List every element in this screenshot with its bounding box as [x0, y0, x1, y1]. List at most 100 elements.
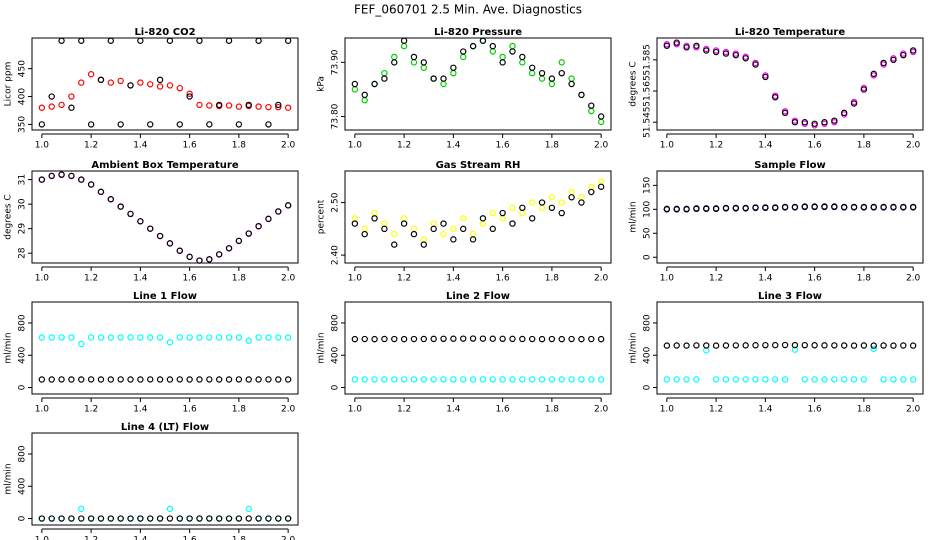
point	[870, 345, 877, 353]
point	[860, 376, 868, 383]
point	[772, 341, 779, 349]
point	[548, 335, 556, 343]
point	[430, 225, 437, 233]
point	[284, 104, 292, 111]
point	[215, 101, 223, 109]
point	[410, 59, 418, 66]
point	[97, 376, 105, 383]
point	[58, 376, 65, 383]
point	[48, 172, 55, 180]
point	[410, 225, 418, 233]
point	[499, 53, 506, 61]
y-tick-label: 31	[18, 174, 28, 185]
point	[284, 37, 292, 44]
point	[166, 505, 174, 513]
point	[663, 205, 671, 213]
point	[509, 42, 516, 50]
point	[732, 51, 740, 59]
point	[663, 42, 671, 49]
point	[284, 376, 292, 383]
point	[48, 334, 55, 341]
point	[663, 342, 671, 349]
point	[890, 56, 897, 64]
point	[870, 70, 877, 78]
x-tick-label: 1.6	[807, 141, 822, 151]
x-tick-label: 1.0	[660, 141, 675, 151]
point	[225, 37, 233, 44]
point	[117, 203, 124, 210]
y-tick-label: 2.50	[331, 192, 341, 212]
point	[176, 515, 183, 522]
point	[48, 376, 55, 383]
point	[821, 342, 828, 349]
point	[117, 515, 124, 522]
point	[284, 515, 292, 522]
point	[117, 77, 124, 85]
point	[371, 80, 378, 88]
point	[400, 376, 408, 383]
x-tick-label: 1.0	[348, 141, 363, 151]
x-tick-label: 1.0	[660, 405, 675, 415]
point	[568, 335, 575, 343]
point	[558, 209, 565, 217]
x-tick-label: 1.8	[545, 141, 560, 151]
point	[568, 194, 575, 201]
x-tick-label: 1.4	[133, 141, 148, 151]
point	[578, 335, 585, 343]
point	[275, 103, 282, 111]
point	[400, 42, 408, 50]
point	[460, 215, 467, 222]
y-tick-label: 100	[643, 200, 653, 217]
point	[235, 103, 243, 110]
point	[420, 64, 428, 71]
point	[137, 79, 144, 86]
point	[489, 376, 496, 383]
y-tick-label: 0	[643, 254, 653, 260]
x-tick-label: 1.0	[348, 274, 363, 284]
point	[68, 515, 75, 522]
point	[469, 230, 477, 238]
x-tick-label: 1.0	[35, 274, 50, 284]
point	[752, 204, 759, 212]
point	[519, 335, 526, 343]
point	[831, 342, 838, 349]
point	[186, 515, 193, 522]
y-tick-label: 400	[643, 346, 653, 363]
point	[909, 203, 917, 211]
point	[538, 204, 546, 211]
point	[558, 69, 565, 77]
point	[578, 376, 585, 383]
point	[732, 376, 740, 383]
y-tick-label: 0	[643, 384, 653, 390]
point	[196, 257, 203, 264]
point	[245, 230, 252, 237]
point	[538, 199, 546, 206]
point	[245, 376, 252, 383]
point	[87, 334, 95, 341]
y-tick-label: 73.90	[331, 49, 341, 75]
point	[528, 215, 536, 222]
point	[137, 515, 144, 522]
point	[127, 515, 134, 522]
point	[275, 515, 282, 522]
point	[548, 80, 556, 88]
point	[225, 245, 233, 252]
point	[48, 93, 55, 100]
point	[391, 335, 398, 343]
point	[558, 199, 565, 206]
y-axis-label: degrees C	[629, 61, 639, 106]
point	[400, 220, 408, 227]
x-tick-label: 1.2	[397, 274, 411, 284]
point	[772, 204, 779, 212]
point	[791, 341, 799, 349]
page-title: FEF_060701 2.5 Min. Ave. Diagnostics	[354, 3, 582, 17]
plot-frame	[344, 301, 612, 395]
x-tick-label: 1.4	[758, 141, 773, 151]
point	[275, 376, 282, 383]
point	[568, 80, 575, 88]
x-tick-label: 1.2	[397, 405, 411, 415]
point	[673, 376, 680, 383]
point	[430, 75, 437, 82]
x-tick-label: 1.2	[709, 274, 723, 284]
point	[117, 121, 124, 128]
